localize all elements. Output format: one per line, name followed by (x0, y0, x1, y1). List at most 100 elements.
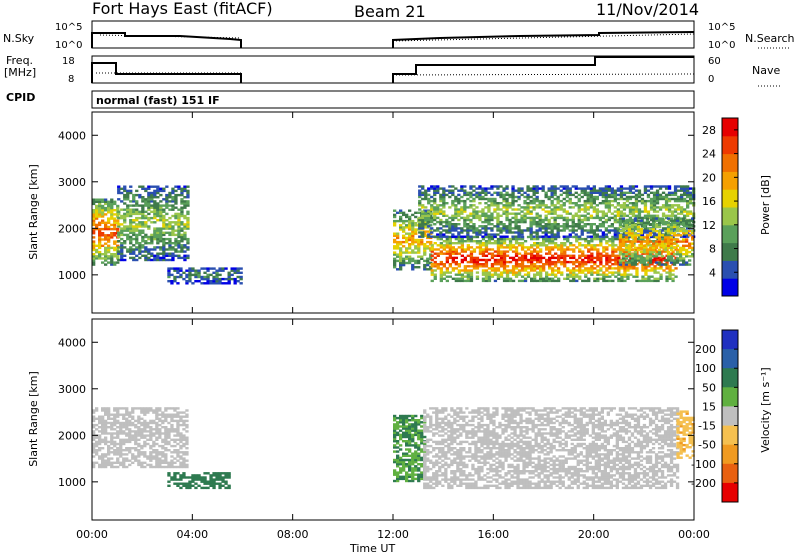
echo-cell (466, 269, 470, 272)
echo-cell (182, 438, 186, 441)
echo-cell (602, 248, 606, 251)
echo-cell (587, 242, 591, 245)
echo-cell (182, 277, 186, 281)
echo-cell (618, 253, 623, 256)
echo-cell (644, 265, 648, 268)
echo-cell (508, 269, 513, 272)
echo-cell (618, 263, 623, 266)
echo-cell (197, 474, 201, 477)
echo-cell (496, 273, 501, 276)
echo-cell (625, 195, 630, 199)
echo-cell (183, 237, 187, 241)
echo-cell (686, 204, 690, 207)
echo-cell (502, 279, 507, 283)
echo-cell (128, 411, 132, 414)
echo-cell (598, 210, 602, 213)
echo-cell (423, 209, 427, 212)
echo-cell (433, 242, 437, 245)
echo-cell (113, 465, 117, 469)
echo-cell (98, 223, 102, 227)
echo-cell (125, 465, 129, 469)
echo-cell (583, 216, 587, 220)
echo-cell (618, 236, 623, 239)
echo-cell (538, 204, 542, 207)
echo-cell (197, 280, 201, 283)
echo-cell (203, 480, 207, 483)
echo-cell (414, 211, 418, 214)
echo-cell (411, 460, 415, 464)
echo-cell (490, 193, 494, 197)
echo-cell (143, 407, 147, 410)
echo-cell (523, 199, 527, 203)
echo-cell (405, 419, 409, 422)
echo-cell (180, 250, 184, 253)
echo-cell (408, 414, 412, 418)
echo-cell (156, 229, 160, 232)
echo-cell (653, 267, 657, 270)
echo-cell (128, 428, 132, 431)
echo-cell (514, 227, 518, 230)
echo-cell (669, 217, 674, 220)
echo-cell (138, 196, 142, 199)
echo-cell (650, 279, 654, 283)
echo-cell (590, 252, 594, 255)
echo-cell (445, 260, 449, 264)
echo-cell (520, 256, 525, 260)
echo-cell (132, 200, 136, 203)
echo-cell (529, 227, 533, 230)
echo-cell (463, 204, 467, 207)
echo-cell (98, 211, 102, 214)
echo-cell (156, 231, 160, 234)
echo-cell (589, 214, 593, 217)
echo-cell (418, 231, 422, 234)
echo-cell (159, 258, 163, 262)
echo-cell (466, 229, 470, 232)
echo-cell (651, 255, 656, 258)
echo-cell (685, 255, 689, 258)
echo-cell (137, 407, 141, 410)
echo-cell (141, 240, 145, 243)
echo-cell (676, 195, 681, 199)
echo-cell (649, 208, 654, 211)
echo-cell (686, 202, 690, 205)
echo-cell (104, 459, 108, 462)
echo-cell (502, 254, 507, 257)
echo-cell (177, 185, 181, 188)
echo-cell (393, 416, 397, 420)
echo-cell (396, 247, 400, 250)
echo-cell (578, 256, 582, 260)
echo-cell (583, 214, 587, 217)
echo-cell (622, 202, 627, 205)
echo-cell (571, 227, 575, 230)
echo-cell (101, 227, 105, 231)
echo-cell (605, 269, 609, 272)
echo-cell (418, 235, 422, 238)
echo-cell (183, 189, 187, 193)
echo-cell (426, 211, 430, 214)
echo-cell (574, 187, 578, 190)
echo-cell (469, 185, 473, 188)
echo-cell (469, 277, 474, 280)
echo-cell (152, 411, 156, 414)
echo-cell (113, 253, 117, 256)
echo-cell (469, 225, 473, 228)
echo-cell (577, 225, 581, 228)
echo-cell (200, 478, 204, 481)
echo-cell (556, 199, 560, 203)
echo-cell (653, 256, 657, 260)
echo-cell (460, 275, 464, 278)
echo-cell (550, 233, 554, 236)
echo-cell (155, 463, 159, 467)
echo-cell (523, 218, 527, 222)
echo-cell (583, 187, 587, 190)
echo-cell (557, 258, 561, 262)
echo-cell (581, 263, 585, 266)
echo-cell (150, 221, 154, 224)
echo-cell (417, 469, 421, 472)
echo-cell (123, 254, 127, 257)
echo-cell (411, 425, 415, 428)
echo-cell (212, 282, 216, 285)
echo-cell (110, 232, 114, 235)
echo-cell (593, 248, 597, 251)
